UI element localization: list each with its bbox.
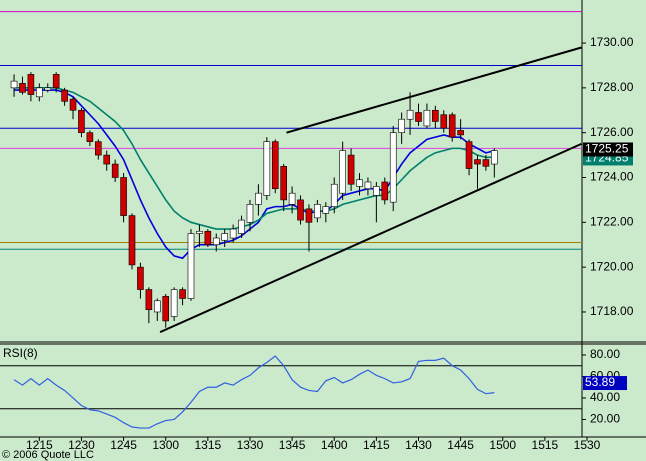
x-tick-label: 1300	[152, 438, 179, 452]
candle-body	[457, 130, 464, 136]
x-tick-label: 1215	[26, 438, 53, 452]
x-tick-label: 1245	[110, 438, 137, 452]
footer: © 2006 Quote LLC	[2, 449, 94, 461]
candle-body	[255, 192, 262, 205]
candle-body	[238, 219, 245, 234]
candle-body	[373, 186, 380, 196]
candle-body	[271, 141, 279, 190]
candle-body	[153, 300, 161, 313]
candle-body	[389, 132, 397, 203]
y-tick-label: 1730.00	[590, 35, 634, 49]
candle-body	[19, 83, 26, 93]
candle-body	[103, 154, 111, 165]
price-label-box	[583, 142, 633, 157]
x-tick-label: 1530	[574, 438, 601, 452]
x-tick-label: 1515	[532, 438, 559, 452]
candle-body	[297, 199, 304, 221]
x-tick-label: 1330	[237, 438, 264, 452]
candle-body	[204, 230, 212, 246]
y-tick-label: 1724.00	[590, 170, 634, 184]
candle-body	[10, 80, 18, 89]
candle-body	[364, 181, 372, 190]
x-tick-label: 1415	[363, 438, 390, 452]
candle-body	[212, 237, 220, 246]
trendline	[286, 46, 582, 134]
candle-body	[423, 109, 431, 127]
moving-average	[14, 89, 495, 260]
candle-body	[187, 233, 195, 299]
y-tick-label: 40.00	[590, 390, 620, 404]
candle-body	[465, 141, 473, 169]
x-tick-label: 1500	[489, 438, 516, 452]
candle-body	[448, 114, 456, 138]
y-tick-label: 1726.00	[590, 125, 634, 139]
candle-body	[145, 289, 153, 311]
candle-body	[128, 215, 136, 266]
candle-body	[440, 114, 448, 129]
candle-body	[339, 150, 346, 194]
candle-body	[347, 154, 355, 185]
x-tick-label: 1230	[68, 438, 95, 452]
x-tick-label: 1430	[405, 438, 432, 452]
x-tick-label: 1315	[194, 438, 221, 452]
candle-body	[415, 112, 422, 122]
candle-body	[482, 159, 490, 167]
candle-body	[280, 165, 287, 201]
candle-body	[288, 192, 296, 205]
rsi-value-label: 53.89	[585, 375, 615, 389]
candle-body	[356, 179, 363, 187]
candle-body	[221, 233, 228, 241]
candle-body	[322, 206, 330, 214]
candle-body	[398, 118, 405, 133]
y-tick-label: 80.00	[590, 347, 620, 361]
price-label: 1725.25	[585, 142, 629, 156]
candle-body	[36, 87, 43, 98]
candle-body	[229, 228, 237, 239]
candle-body	[44, 87, 52, 91]
y-tick-label: 1718.00	[590, 304, 634, 318]
rsi-value-box	[583, 376, 627, 391]
candle-body	[111, 163, 119, 178]
candle-body	[305, 208, 313, 223]
candle-body	[162, 295, 170, 322]
y-tick-label: 1728.00	[590, 80, 634, 94]
candle-body	[196, 230, 203, 234]
moving-average	[14, 87, 495, 230]
candle-body	[406, 109, 414, 120]
candle-body	[95, 141, 102, 156]
candle-body	[86, 132, 94, 142]
candle-body	[52, 74, 60, 89]
rsi-title: RSI(8)	[3, 346, 38, 360]
candle-body	[120, 177, 127, 216]
candle-body	[78, 109, 85, 133]
x-tick-label: 1445	[447, 438, 474, 452]
rsi-line	[13, 355, 495, 429]
y-tick-label: 1722.00	[590, 214, 634, 228]
candle-body	[381, 181, 389, 201]
y-tick-label: 20.00	[590, 412, 620, 426]
candle-body	[137, 266, 144, 290]
candle-body	[27, 74, 35, 95]
x-tick-label: 1400	[321, 438, 348, 452]
candle-body	[170, 289, 178, 317]
candle-body	[432, 109, 439, 122]
x-tick-label: 1345	[279, 438, 306, 452]
candle-body	[330, 183, 338, 207]
candle-body	[314, 204, 321, 219]
candle-body	[61, 89, 68, 102]
candle-body	[491, 150, 498, 165]
candle-body	[179, 289, 186, 299]
y-tick-label: 1720.00	[590, 259, 634, 273]
candle-body	[246, 204, 254, 223]
trendline	[159, 142, 582, 334]
candle-body	[69, 98, 77, 111]
candle-body	[263, 141, 271, 196]
plot-layer: 1718.00 1720.00 1722.00 1724.00 1726.00 1728.…	[0, 11, 634, 452]
candle-body	[474, 159, 481, 165]
